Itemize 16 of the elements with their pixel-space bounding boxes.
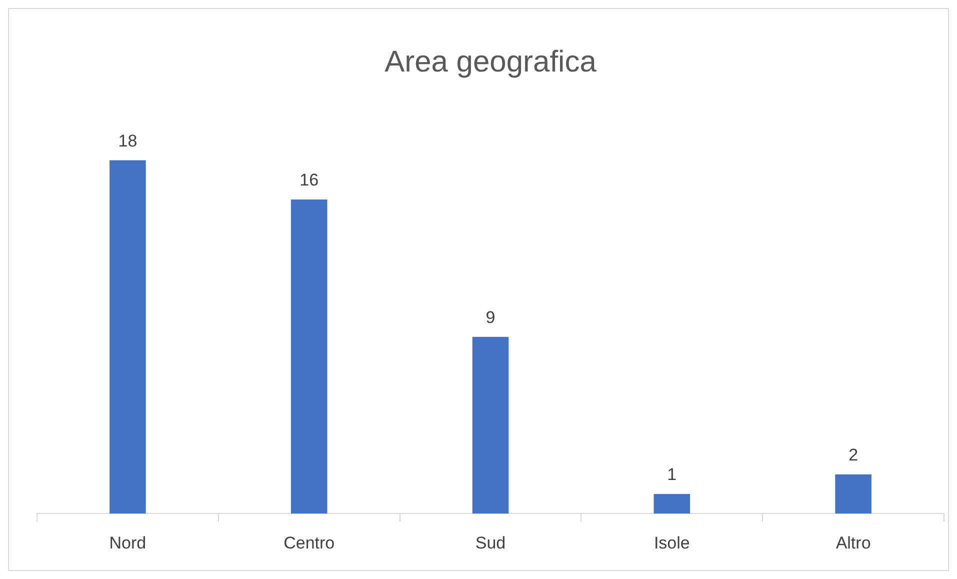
- data-label: 16: [300, 170, 319, 190]
- data-label: 2: [848, 446, 858, 465]
- bar: [835, 474, 872, 514]
- data-label: 18: [118, 131, 138, 150]
- x-tick-label: Altro: [836, 533, 871, 552]
- chart-title: Area geografica: [384, 45, 597, 78]
- bar: [290, 200, 328, 514]
- x-tick-label: Nord: [109, 533, 146, 552]
- data-label: 9: [486, 308, 496, 328]
- bar: [472, 336, 509, 514]
- x-tick-label: Centro: [284, 533, 335, 552]
- data-label: 1: [667, 465, 677, 484]
- bar: [654, 494, 690, 514]
- x-tick-label: Sud: [475, 533, 506, 552]
- x-tick-label: Isole: [654, 533, 690, 552]
- bar: [110, 160, 146, 514]
